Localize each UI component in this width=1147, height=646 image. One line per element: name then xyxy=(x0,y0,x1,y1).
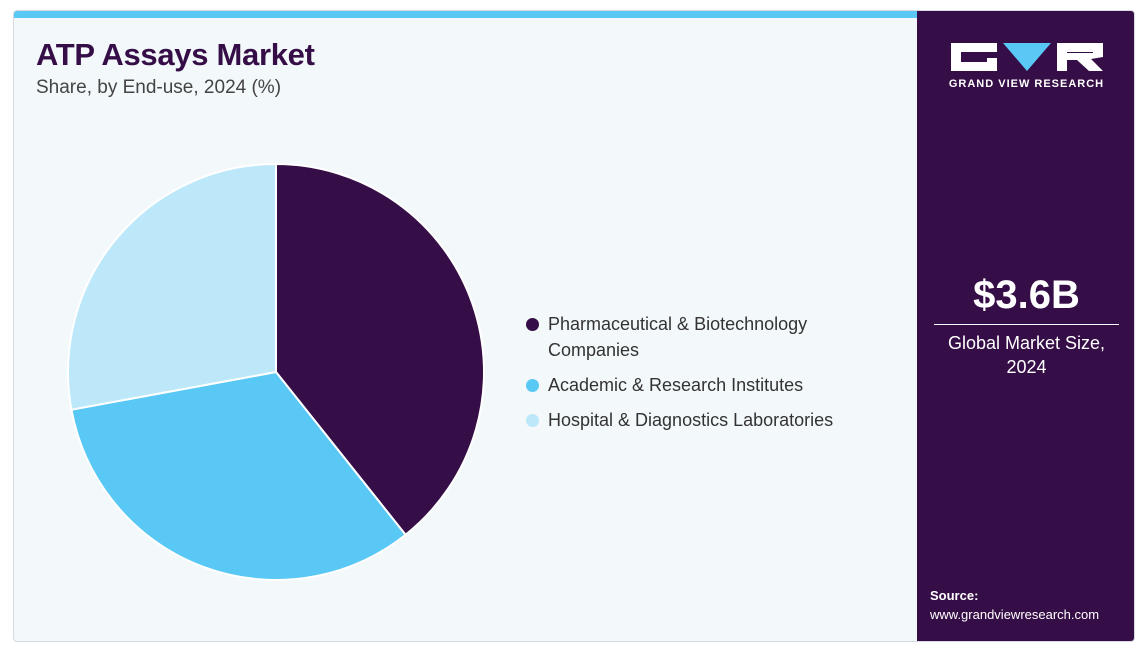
top-accent-bar xyxy=(14,11,917,18)
chart-subtitle: Share, by End-use, 2024 (%) xyxy=(36,77,282,98)
legend-item-academic: Academic & Research Institutes xyxy=(526,372,896,398)
sidebar-panel: GRAND VIEW RESEARCH $3.6B Global Market … xyxy=(917,11,1134,641)
chart-card: ATP Assays Market Share, by End-use, 202… xyxy=(13,10,1135,642)
source-label: Source: xyxy=(930,588,979,603)
legend-label-hospital: Hospital & Diagnostics Laboratories xyxy=(548,410,834,430)
legend-item-hospital: Hospital & Diagnostics Laboratories xyxy=(526,407,896,433)
legend-item-pharma: Pharmaceutical & Biotechnology Companies xyxy=(526,311,896,363)
chart-title: ATP Assays Market xyxy=(36,37,315,72)
legend-label-academic: Academic & Research Institutes xyxy=(548,375,804,395)
legend-dot-hospital xyxy=(526,414,539,427)
market-size-caption: Global Market Size, 2024 xyxy=(947,333,1106,377)
source-url: www.grandviewresearch.com xyxy=(930,607,1100,622)
legend-dot-pharma xyxy=(526,318,539,331)
legend-dot-academic xyxy=(526,379,539,392)
brand-name: GRAND VIEW RESEARCH xyxy=(948,78,1105,90)
gvr-logo-icon xyxy=(951,43,1103,71)
pie-slice-hospital xyxy=(67,162,277,411)
pie-chart xyxy=(67,162,485,581)
legend-label-pharma: Pharmaceutical & Biotechnology Companies xyxy=(548,314,808,360)
market-size-value: $3.6B xyxy=(973,273,1080,317)
pie-slice-pharma xyxy=(275,162,485,537)
chart-legend: Pharmaceutical & Biotechnology Companies… xyxy=(526,311,896,442)
market-size-divider xyxy=(934,324,1119,325)
pie-slice-academic xyxy=(70,370,407,581)
